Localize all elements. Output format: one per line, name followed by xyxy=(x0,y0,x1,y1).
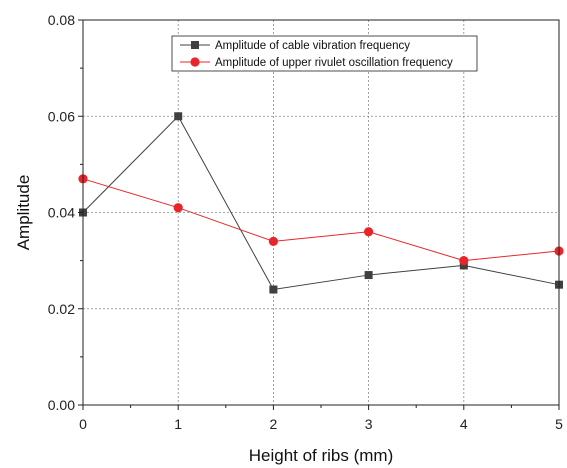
gridlines xyxy=(83,20,559,405)
legend: Amplitude of cable vibration frequency A… xyxy=(171,35,478,72)
axis-ticks xyxy=(78,19,560,410)
x-tick-label: 2 xyxy=(270,416,278,432)
series-line-1 xyxy=(82,178,560,262)
data-point-square xyxy=(174,112,183,121)
data-point-circle xyxy=(268,236,278,246)
y-tick-label: 0.02 xyxy=(48,301,75,317)
y-axis-title: Amplitude xyxy=(14,175,33,251)
data-point-circle xyxy=(173,203,183,213)
data-point-circle xyxy=(364,227,374,237)
data-point-square xyxy=(269,285,278,294)
legend-marker-circle xyxy=(190,57,200,67)
y-tick-label: 0.00 xyxy=(48,397,75,413)
x-tick-label: 0 xyxy=(79,416,87,432)
x-tick-label: 1 xyxy=(174,416,182,432)
legend-entry-0: Amplitude of cable vibration frequency xyxy=(180,40,410,52)
x-axis-title: Height of ribs (mm) xyxy=(249,446,394,465)
series-group xyxy=(78,112,564,294)
legend-box xyxy=(171,35,478,72)
y-tick-label: 0.04 xyxy=(48,205,75,221)
legend-label-rivulet: Amplitude of upper rivulet oscillation f… xyxy=(215,57,453,69)
data-point-circle xyxy=(459,256,469,266)
y-tick-label: 0.08 xyxy=(48,12,75,28)
y-tick-label: 0.06 xyxy=(48,108,75,124)
legend-entry-1: Amplitude of upper rivulet oscillation f… xyxy=(180,57,453,69)
tick-labels: 0 1 2 3 4 5 0.00 0.02 0.04 0.06 0.08 xyxy=(48,12,563,432)
x-tick-label: 4 xyxy=(460,416,468,432)
legend-label-cable: Amplitude of cable vibration frequency xyxy=(215,40,410,52)
legend-marker-square xyxy=(191,41,199,49)
x-tick-label: 5 xyxy=(555,416,563,432)
data-point-square xyxy=(364,271,373,280)
data-point-square xyxy=(459,261,468,270)
x-tick-label: 3 xyxy=(365,416,373,432)
series-line-0 xyxy=(82,115,560,291)
